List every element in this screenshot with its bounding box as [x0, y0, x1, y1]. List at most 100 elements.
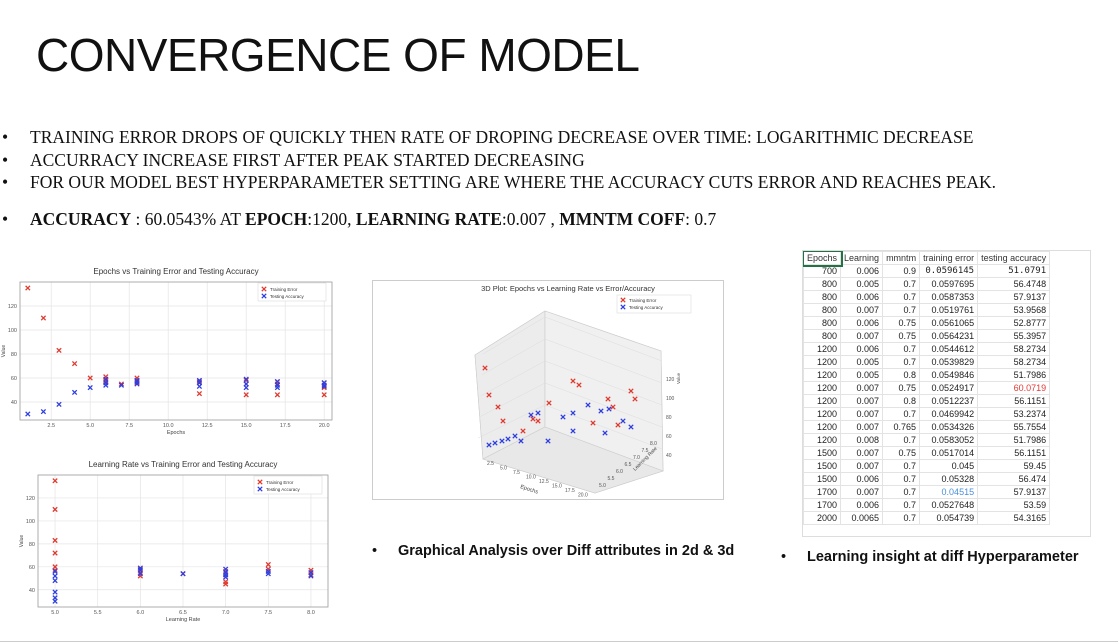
table-cell[interactable]: 0.7	[882, 355, 921, 369]
table-cell[interactable]: 0.0527648	[919, 498, 979, 512]
table-cell[interactable]: 52.8777	[977, 316, 1051, 330]
table-cell[interactable]: 53.9568	[977, 303, 1051, 317]
table-cell[interactable]: 0.0539829	[919, 355, 979, 369]
table-cell[interactable]: 0.0587353	[919, 290, 979, 304]
table-cell[interactable]: 58.2734	[977, 355, 1051, 369]
table-cell[interactable]: 53.59	[977, 498, 1051, 512]
table-cell[interactable]: 56.4748	[977, 277, 1051, 291]
table-cell[interactable]: 0.007	[840, 485, 884, 499]
table-cell[interactable]: 700	[803, 264, 842, 278]
table-cell[interactable]: 0.7	[882, 472, 921, 486]
table-cell[interactable]: 0.008	[840, 433, 884, 447]
table-cell[interactable]: 54.3165	[977, 511, 1051, 525]
table-cell[interactable]: 0.75	[882, 381, 921, 395]
table-cell[interactable]: 0.7	[882, 290, 921, 304]
table-cell[interactable]: 0.005	[840, 355, 884, 369]
table-cell[interactable]: 0.007	[840, 303, 884, 317]
table-cell[interactable]: 2000	[803, 511, 842, 525]
table-cell[interactable]: 0.75	[882, 316, 921, 330]
table-cell[interactable]: 0.0561065	[919, 316, 979, 330]
table-cell[interactable]: 1500	[803, 472, 842, 486]
table-cell[interactable]: 0.006	[840, 290, 884, 304]
table-cell[interactable]: 55.7554	[977, 420, 1051, 434]
table-cell[interactable]: 0.0065	[840, 511, 884, 525]
table-cell[interactable]: 800	[803, 290, 842, 304]
table-cell[interactable]: 0.7	[882, 407, 921, 421]
table-cell[interactable]: 0.75	[882, 329, 921, 343]
table-cell[interactable]: 0.006	[840, 498, 884, 512]
table-cell[interactable]: 56.1151	[977, 446, 1051, 460]
table-header-cell[interactable]: testing accuracy	[977, 251, 1051, 265]
table-cell[interactable]: 0.005	[840, 277, 884, 291]
table-cell[interactable]: 0.0564231	[919, 329, 979, 343]
table-cell[interactable]: 1200	[803, 433, 842, 447]
table-cell[interactable]: 0.7	[882, 303, 921, 317]
table-cell[interactable]: 1700	[803, 498, 842, 512]
table-cell[interactable]: 53.2374	[977, 407, 1051, 421]
table-cell[interactable]: 59.45	[977, 459, 1051, 473]
table-cell[interactable]: 0.9	[882, 264, 921, 278]
table-cell[interactable]: 58.2734	[977, 342, 1051, 356]
table-cell[interactable]: 0.765	[882, 420, 921, 434]
table-cell[interactable]: 60.0719	[977, 381, 1051, 395]
table-cell[interactable]: 0.0519761	[919, 303, 979, 317]
table-cell[interactable]: 0.8	[882, 394, 921, 408]
table-cell[interactable]: 0.04515	[919, 485, 979, 499]
table-cell[interactable]: 800	[803, 303, 842, 317]
table-cell[interactable]: 0.7	[882, 485, 921, 499]
table-cell[interactable]: 57.9137	[977, 290, 1051, 304]
table-cell[interactable]: 0.007	[840, 381, 884, 395]
table-cell[interactable]: 1700	[803, 485, 842, 499]
table-cell[interactable]: 55.3957	[977, 329, 1051, 343]
table-cell[interactable]: 0.7	[882, 511, 921, 525]
table-cell[interactable]: 0.05328	[919, 472, 979, 486]
table-cell[interactable]: 1200	[803, 342, 842, 356]
table-cell[interactable]: 0.0597695	[919, 277, 979, 291]
table-cell[interactable]: 0.007	[840, 329, 884, 343]
table-cell[interactable]: 0.0524917	[919, 381, 979, 395]
table-cell[interactable]: 0.0583052	[919, 433, 979, 447]
table-cell[interactable]: 0.7	[882, 277, 921, 291]
table-cell[interactable]: 800	[803, 329, 842, 343]
table-cell[interactable]: 0.007	[840, 394, 884, 408]
table-cell[interactable]: 1200	[803, 420, 842, 434]
table-cell[interactable]: 0.0469942	[919, 407, 979, 421]
table-cell[interactable]: 0.0549846	[919, 368, 979, 382]
table-cell[interactable]: 0.7	[882, 342, 921, 356]
table-cell[interactable]: 0.8	[882, 368, 921, 382]
table-cell[interactable]: 1500	[803, 446, 842, 460]
table-cell[interactable]: 0.0534326	[919, 420, 979, 434]
table-cell[interactable]: 51.7986	[977, 433, 1051, 447]
table-header-cell[interactable]: Learning	[840, 251, 884, 265]
table-cell[interactable]: 0.007	[840, 420, 884, 434]
table-cell[interactable]: 0.7	[882, 433, 921, 447]
table-cell[interactable]: 0.006	[840, 264, 884, 278]
table-cell[interactable]: 0.0512237	[919, 394, 979, 408]
table-cell[interactable]: 57.9137	[977, 485, 1051, 499]
table-header-cell[interactable]: mmntm	[882, 251, 921, 265]
table-cell[interactable]: 0.0596145	[919, 264, 979, 278]
table-cell[interactable]: 0.006	[840, 342, 884, 356]
table-cell[interactable]: 56.1151	[977, 394, 1051, 408]
table-cell[interactable]: 0.006	[840, 472, 884, 486]
table-cell[interactable]: 1200	[803, 368, 842, 382]
table-cell[interactable]: 0.005	[840, 368, 884, 382]
table-header-cell[interactable]: Epochs	[803, 251, 843, 267]
table-cell[interactable]: 0.007	[840, 407, 884, 421]
table-cell[interactable]: 56.474	[977, 472, 1051, 486]
table-cell[interactable]: 0.007	[840, 446, 884, 460]
table-header-cell[interactable]: training error	[919, 251, 979, 265]
table-cell[interactable]: 0.006	[840, 316, 884, 330]
table-cell[interactable]: 0.045	[919, 459, 979, 473]
table-cell[interactable]: 0.007	[840, 459, 884, 473]
table-cell[interactable]: 1500	[803, 459, 842, 473]
table-cell[interactable]: 0.054739	[919, 511, 979, 525]
table-cell[interactable]: 1200	[803, 394, 842, 408]
table-cell[interactable]: 0.75	[882, 446, 921, 460]
table-cell[interactable]: 0.0544612	[919, 342, 979, 356]
table-cell[interactable]: 800	[803, 277, 842, 291]
table-cell[interactable]: 1200	[803, 381, 842, 395]
table-cell[interactable]: 0.7	[882, 459, 921, 473]
table-cell[interactable]: 800	[803, 316, 842, 330]
table-cell[interactable]: 0.7	[882, 498, 921, 512]
